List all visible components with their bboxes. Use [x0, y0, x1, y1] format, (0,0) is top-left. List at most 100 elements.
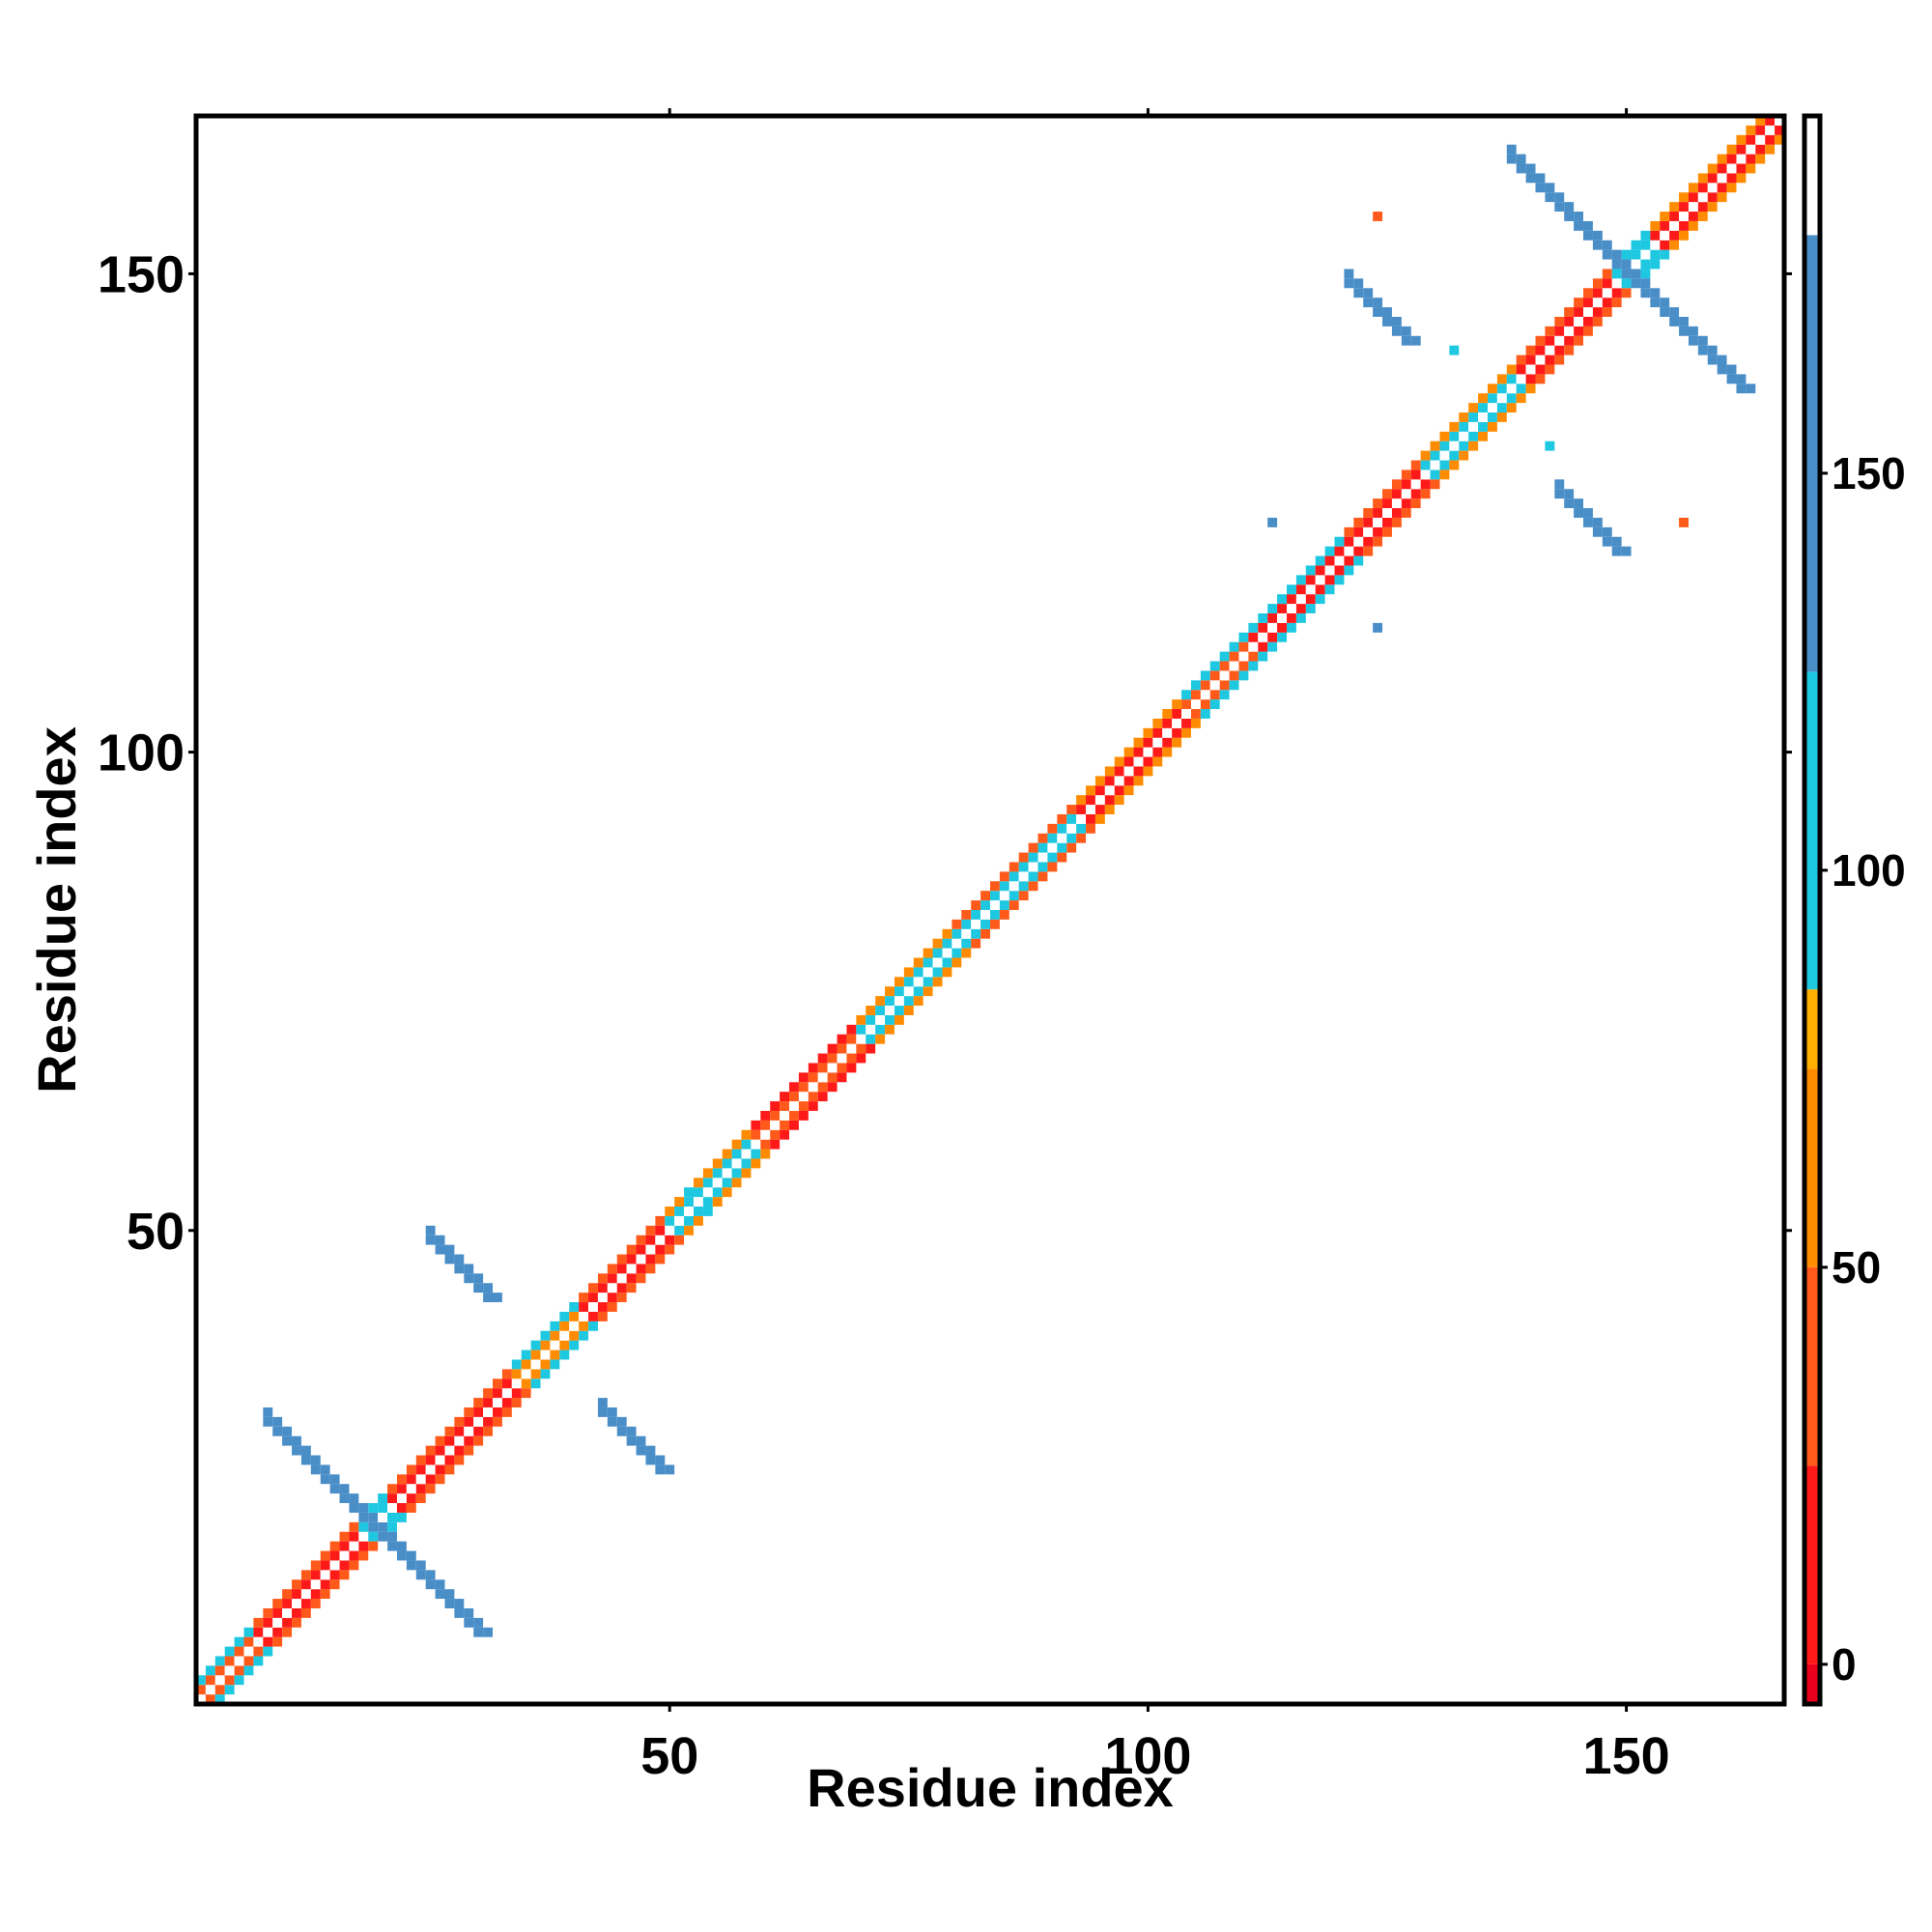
heatmap-cell — [1143, 727, 1153, 738]
heatmap-cell — [1611, 249, 1622, 260]
heatmap-cell — [550, 1350, 560, 1360]
heatmap-cell — [1334, 536, 1345, 547]
heatmap-cell — [923, 967, 933, 978]
heatmap-cell — [903, 986, 914, 997]
heatmap-cell — [1439, 431, 1450, 441]
y-tick-label: 100 — [98, 724, 185, 782]
heatmap-cell — [636, 1264, 646, 1274]
heatmap-cell — [1363, 288, 1374, 298]
heatmap-cell — [292, 1617, 301, 1628]
heatmap-cell — [1554, 202, 1565, 213]
heatmap-cell — [329, 1474, 340, 1485]
heatmap-cell — [923, 948, 933, 958]
heatmap-cell — [396, 1541, 407, 1551]
heatmap-cell — [1315, 594, 1325, 605]
heatmap-cell — [942, 938, 952, 949]
heatmap-cell — [674, 1235, 685, 1245]
heatmap-cell — [932, 977, 943, 987]
heatmap-cell — [1602, 288, 1612, 298]
heatmap-cell — [483, 1283, 494, 1293]
heatmap-cell — [894, 977, 904, 987]
heatmap-cell — [980, 900, 990, 910]
heatmap-cell — [1688, 192, 1698, 203]
heatmap-cell — [626, 1435, 637, 1446]
heatmap-cell — [665, 1464, 675, 1475]
heatmap-cell — [645, 1235, 656, 1245]
heatmap-cell — [1094, 805, 1105, 814]
heatmap-cell — [894, 1006, 904, 1015]
heatmap-cell — [1391, 498, 1402, 509]
heatmap-cell — [550, 1340, 560, 1350]
heatmap-cell — [1248, 632, 1259, 642]
heatmap-cell — [1363, 526, 1374, 537]
heatmap-cell — [1525, 384, 1536, 394]
heatmap-cell — [1086, 813, 1095, 824]
heatmap-cell — [1315, 584, 1325, 595]
heatmap-cell — [444, 1426, 455, 1436]
colorbar-band — [1804, 235, 1820, 672]
heatmap-cell — [1602, 249, 1612, 260]
heatmap-cell — [1382, 526, 1392, 537]
heatmap-cell — [1516, 374, 1526, 384]
heatmap-cell — [1344, 536, 1354, 547]
heatmap-cell — [1324, 565, 1335, 576]
heatmap-cell — [396, 1550, 407, 1561]
heatmap-cell — [999, 881, 1009, 892]
heatmap-cell — [990, 919, 1000, 929]
heatmap-cell — [300, 1445, 311, 1456]
heatmap-cell — [856, 1043, 867, 1054]
heatmap-cell — [1640, 259, 1651, 270]
heatmap-cell — [636, 1235, 646, 1245]
heatmap-cell — [1190, 699, 1201, 710]
heatmap-cell — [1162, 747, 1173, 757]
heatmap-cell — [454, 1426, 465, 1436]
heatmap-cell — [1162, 718, 1173, 728]
heatmap-cell — [1449, 345, 1460, 355]
heatmap-cell — [1592, 298, 1603, 308]
heatmap-cell — [712, 1178, 723, 1188]
heatmap-cell — [1535, 374, 1546, 384]
heatmap-cell — [693, 1215, 703, 1226]
heatmap-cell — [1181, 709, 1191, 719]
heatmap-cell — [1181, 718, 1191, 728]
heatmap-cell — [1640, 269, 1651, 279]
heatmap-cell — [741, 1158, 752, 1169]
heatmap-cell — [224, 1685, 235, 1695]
heatmap-cell — [387, 1493, 397, 1504]
heatmap-cell — [655, 1244, 666, 1255]
heatmap-cell — [349, 1493, 359, 1504]
heatmap-cell — [569, 1330, 580, 1341]
heatmap-cell — [530, 1340, 541, 1350]
heatmap-cell — [1057, 852, 1067, 863]
heatmap-cell — [1430, 460, 1440, 470]
heatmap-cell — [1373, 498, 1383, 509]
heatmap-cell — [588, 1311, 598, 1321]
heatmap-cell — [1391, 326, 1402, 336]
heatmap-cell — [837, 1072, 847, 1083]
heatmap-cell — [454, 1607, 465, 1618]
heatmap-cell — [1583, 316, 1593, 327]
heatmap-cell — [1755, 116, 1766, 126]
heatmap-cell — [913, 977, 923, 987]
heatmap-cell — [530, 1350, 541, 1360]
heatmap-cell — [1229, 680, 1239, 691]
heatmap-cell — [1200, 699, 1210, 710]
colorbar-ticks: 0 50 100 150 — [1820, 448, 1906, 1690]
heatmap-cell — [1066, 842, 1077, 853]
heatmap-cell — [540, 1330, 551, 1341]
heatmap-cell — [1373, 526, 1383, 537]
heatmap-cell — [1315, 555, 1325, 566]
heatmap-cell — [1707, 192, 1718, 203]
heatmap-cell — [780, 1092, 790, 1102]
heatmap-cell — [1229, 651, 1239, 662]
heatmap-cell — [971, 919, 981, 929]
heatmap-cell — [1449, 421, 1460, 432]
heatmap-cell — [731, 1168, 742, 1179]
heatmap-cell — [1631, 278, 1641, 289]
heatmap-cell — [1574, 326, 1584, 336]
heatmap-cell — [1047, 852, 1058, 863]
heatmap-cell — [827, 1043, 838, 1054]
heatmap-cell — [1535, 345, 1546, 355]
heatmap-cell — [435, 1589, 445, 1600]
heatmap-cell — [626, 1283, 637, 1293]
